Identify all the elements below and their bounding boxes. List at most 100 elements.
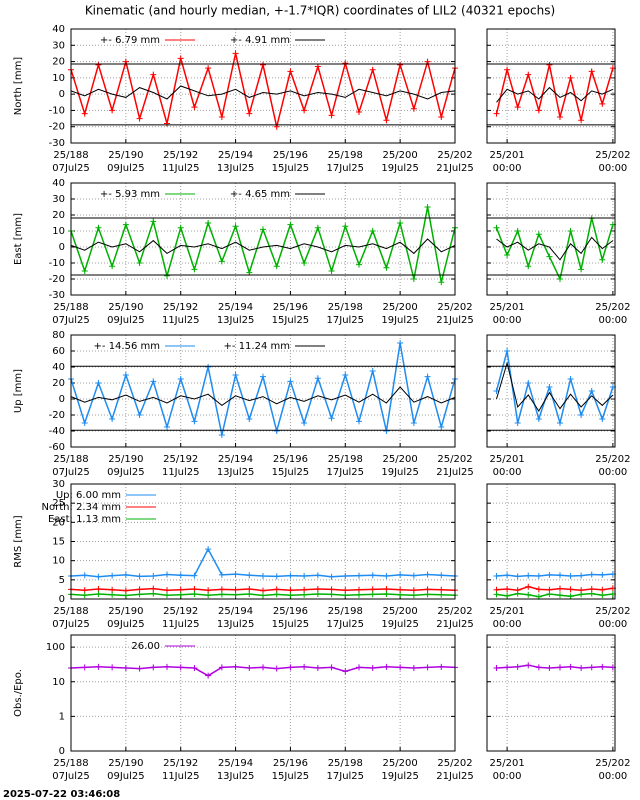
series-line-point [246,416,253,422]
series-line-point [122,664,129,671]
y-tick-label: -10 [49,105,65,116]
x-tick-label: 25/198 [328,758,363,769]
x-tick-label: 25/202 [437,454,472,465]
y-tick-label: -20 [49,122,65,133]
series-line-point [260,592,266,599]
x-tick-sublabel: 17Jul25 [327,315,365,326]
series-line-point [578,591,585,598]
series-line-point [218,591,225,598]
series-line-point [397,664,404,671]
series-line-point [109,572,116,579]
series-line-point [177,224,184,231]
series-line-point [493,224,500,231]
legend-label: +- 11.24 mm [224,341,290,352]
series-line-point [109,263,116,270]
series-line-point [232,223,239,230]
series-line-point [122,571,129,578]
series-line-point [535,573,542,579]
series-line-point [342,223,349,230]
main-panel: -30 -20 -10 0 10 20 30 40 25/188 07Jul25 25/190 09J… [49,178,474,326]
series-line-point [95,573,102,580]
y-tick-label: 80 [52,330,65,341]
series-line-point [424,664,431,671]
series-line-point [314,572,321,579]
series-line-point [273,591,280,598]
series-line-point [232,372,239,378]
x-tick-sublabel: 11Jul25 [162,619,200,630]
series-line-point [177,55,184,62]
x-tick-label: 25/190 [108,302,143,313]
series-line-point [369,591,376,598]
series-line-point [535,416,542,422]
y-tick-label: 20 [52,210,65,221]
series-line-point [504,348,511,354]
series-line-point [525,583,532,590]
series-line-point [556,585,563,592]
series-line-point [81,592,88,599]
x-tick-label: 25/194 [218,606,253,617]
series-line-point [424,591,431,598]
series-line-point [301,591,308,598]
y-tick-label: -30 [49,138,65,149]
series-line-point [514,590,521,597]
series-line-point [356,591,362,598]
x-tick-sublabel: 13Jul25 [217,619,255,630]
series-line-point [397,591,404,598]
series-line-point [287,221,294,228]
y-tick-label: -10 [49,258,65,269]
x-tick-label: 25/190 [108,758,143,769]
y-tick-label: 40 [52,178,65,189]
series-line-point [410,276,417,282]
plot-frame [486,28,616,144]
series-line-point [205,592,212,599]
series-line-point [578,572,585,579]
series-line [495,64,614,121]
x-tick-sublabel: 09Jul25 [107,619,145,630]
timestamp: 2025-07-22 03:46:08 [3,789,120,800]
series-line-point [301,663,308,670]
x-tick-label: 25/194 [218,150,253,161]
x-tick-sublabel: 07Jul25 [52,771,90,782]
x-tick-label: 25/188 [53,454,88,465]
x-tick-sublabel: 17Jul25 [327,467,365,478]
series-line-point [109,591,116,598]
series-line-point [301,573,308,579]
series-line-point [218,664,225,671]
x-tick-sublabel: 13Jul25 [217,163,255,174]
x-tick-label: 25/194 [218,302,253,313]
y-tick-label: 0 [59,594,65,605]
series-line-point [546,384,553,390]
series-line-point [504,664,511,671]
series-line [496,592,613,598]
series-line-point [599,592,606,599]
series-line [70,238,456,255]
y-tick-label: 25 [52,498,65,509]
x-tick-sublabel: 00:00 [493,315,522,326]
main-panel: -30 -20 -10 0 10 20 30 40 25/188 07Jul25 25/190 09J… [49,24,474,174]
x-tick-label: 25/202 [595,150,630,161]
plot-frame [486,483,616,600]
series-line-point [218,258,225,265]
series-line-point [493,573,500,579]
series-line-point [273,428,280,434]
series-line-point [205,65,212,72]
x-tick-sublabel: 17Jul25 [327,771,365,782]
series-line [496,664,613,669]
x-tick-label: 25/192 [163,150,198,161]
x-tick-label: 25/188 [53,606,88,617]
x-tick-label: 25/202 [437,758,472,769]
series-line-point [567,573,574,579]
series-line-point [567,663,574,670]
series-line-point [535,664,542,671]
series-line-point [356,664,362,671]
x-tick-sublabel: 00:00 [598,771,627,782]
series-line-point [260,664,266,671]
x-tick-sublabel: 19Jul25 [381,163,419,174]
series-line-point [438,279,445,286]
y-tick-label: -30 [49,290,65,301]
x-tick-label: 25/188 [53,758,88,769]
x-tick-sublabel: 00:00 [598,163,627,174]
series-line-point [191,104,198,111]
series-line-point [397,571,404,578]
x-tick-label: 25/198 [328,454,363,465]
